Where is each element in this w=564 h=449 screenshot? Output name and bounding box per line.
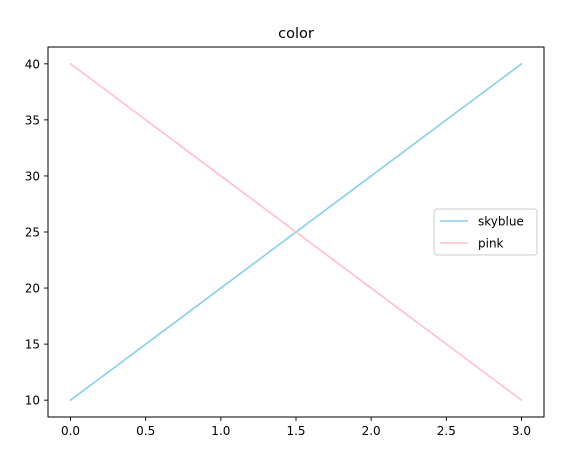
x-tick-label: 1.0 (211, 424, 230, 438)
x-tick-label: 2.0 (362, 424, 381, 438)
x-tick-label: 1.5 (286, 424, 305, 438)
legend-label-skyblue: skyblue (478, 215, 524, 229)
y-tick-label: 20 (25, 282, 40, 296)
y-tick-label: 25 (25, 226, 40, 240)
y-tick-label: 15 (25, 338, 40, 352)
x-tick-label: 0.5 (136, 424, 155, 438)
y-tick-label: 35 (25, 113, 40, 127)
x-tick-label: 2.5 (437, 424, 456, 438)
chart-title: color (278, 26, 314, 42)
series-line-pink (69, 62, 523, 402)
y-tick-label: 30 (25, 169, 40, 183)
legend-label-pink: pink (478, 237, 504, 251)
x-tick-label: 0.0 (61, 424, 80, 438)
x-tick-label: 3.0 (512, 424, 531, 438)
y-tick-label: 40 (25, 57, 40, 71)
plot-area: 0.0 0.5 1.0 1.5 2.0 2.5 3.0 10 15 20 25 30 35 40 skybl… (25, 46, 545, 438)
y-tick-label: 10 (25, 394, 40, 408)
